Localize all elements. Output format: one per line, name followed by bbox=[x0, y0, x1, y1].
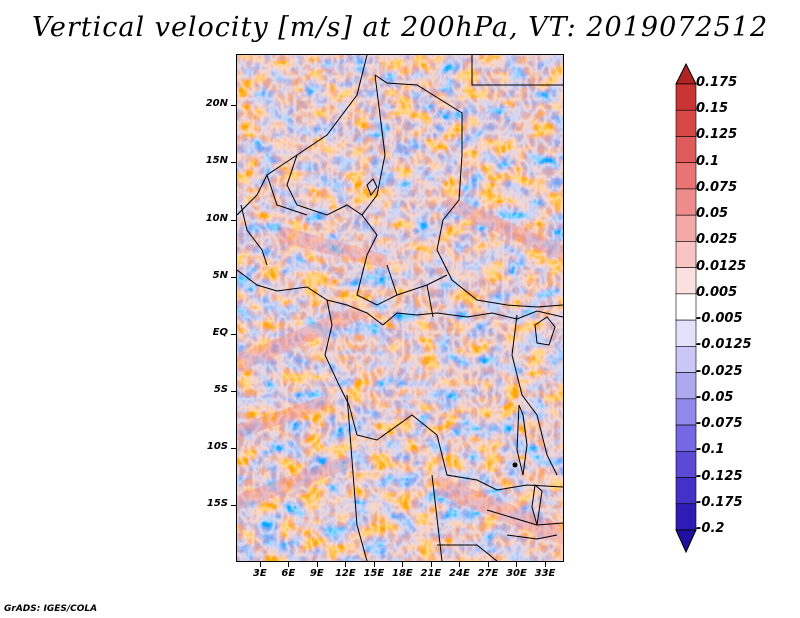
lon-tick-label: 12E bbox=[334, 568, 356, 579]
chart-title: Vertical velocity [m/s] at 200hPa, VT: 2… bbox=[31, 12, 769, 43]
colorbar-bin bbox=[675, 503, 697, 531]
lon-tick bbox=[316, 562, 318, 567]
lon-tick bbox=[487, 562, 489, 567]
colorbar-bin bbox=[675, 136, 697, 164]
colorbar-bin bbox=[675, 188, 697, 216]
colorbar-level-label: -0.025 bbox=[696, 363, 743, 379]
map-panel bbox=[236, 54, 564, 562]
colorbar-level-label: -0.1 bbox=[696, 442, 725, 458]
lon-tick bbox=[544, 562, 546, 567]
lat-tick-label: 15S bbox=[206, 497, 228, 509]
colorbar-bin bbox=[675, 162, 697, 190]
colorbar-bin bbox=[675, 450, 697, 478]
lon-tick-label: 6E bbox=[281, 568, 296, 579]
colorbar-level-label: -0.0125 bbox=[696, 337, 752, 353]
colorbar-bin bbox=[675, 346, 697, 373]
colorbar-level-label: 0.075 bbox=[696, 179, 738, 195]
lon-tick bbox=[345, 562, 347, 567]
lat-tick bbox=[231, 504, 236, 506]
lon-tick-label: 30E bbox=[506, 568, 527, 579]
colorbar-level-label: -0.05 bbox=[696, 389, 734, 405]
lon-tick-label: 18E bbox=[392, 568, 413, 579]
colorbar-bin bbox=[675, 214, 697, 242]
lon-tick-label: 3E bbox=[252, 568, 267, 579]
field-highlights bbox=[237, 55, 563, 561]
colorbar-level-label: -0.075 bbox=[696, 416, 743, 432]
colorbar-level-label: 0.1 bbox=[696, 153, 720, 169]
lat-tick bbox=[231, 390, 236, 392]
colorbar-bin bbox=[675, 372, 697, 400]
colorbar-bin bbox=[675, 293, 697, 321]
colorbar-level-label: -0.2 bbox=[696, 521, 725, 536]
lon-tick bbox=[373, 562, 375, 567]
lat-tick-label: 10S bbox=[206, 440, 228, 452]
colorbar-level-label: 0.0125 bbox=[696, 258, 747, 274]
colorbar-level-label: 0.05 bbox=[696, 206, 729, 222]
lat-tick bbox=[231, 333, 236, 335]
colorbar-level-label: 0.15 bbox=[696, 101, 729, 117]
lat-tick-label: EQ bbox=[212, 326, 228, 338]
colorbar-level-label: -0.005 bbox=[696, 311, 743, 327]
lon-tick-label: 21E bbox=[420, 568, 442, 579]
credit-footer: GrADS: IGES/COLA bbox=[4, 604, 98, 614]
colorbar-bottom-arrow bbox=[675, 529, 697, 554]
colorbar-bin bbox=[675, 83, 697, 111]
country-borders bbox=[237, 55, 563, 561]
lat-tick bbox=[231, 276, 236, 278]
lon-tick bbox=[459, 562, 461, 567]
colorbar-top-arrow bbox=[675, 62, 697, 85]
lat-tick-label: 5S bbox=[213, 383, 228, 395]
lat-tick bbox=[231, 162, 236, 164]
colorbar-bin bbox=[675, 109, 697, 137]
colorbar-level-label: 0.125 bbox=[696, 127, 738, 143]
lon-tick bbox=[516, 562, 518, 567]
colorbar-bin bbox=[675, 477, 697, 505]
lon-tick bbox=[288, 562, 290, 567]
lon-tick bbox=[402, 562, 404, 567]
colorbar-bin bbox=[675, 319, 697, 347]
colorbar-level-label: 0.175 bbox=[696, 75, 738, 90]
colorbar-level-label: -0.175 bbox=[696, 494, 743, 510]
colorbar-level-label: 0.005 bbox=[696, 284, 738, 300]
lat-tick bbox=[231, 219, 236, 221]
lon-tick-label: 33E bbox=[534, 568, 556, 579]
lat-tick bbox=[231, 447, 236, 449]
lat-tick-label: 10N bbox=[205, 212, 228, 224]
lon-tick-label: 24E bbox=[449, 568, 470, 579]
colorbar-bin bbox=[675, 267, 697, 295]
colorbar-level-label: -0.125 bbox=[696, 468, 743, 484]
lon-tick-label: 27E bbox=[477, 568, 499, 579]
colorbar-bin bbox=[675, 398, 697, 426]
lat-tick bbox=[231, 105, 236, 107]
field-bands bbox=[237, 195, 563, 545]
lon-tick-label: 15E bbox=[363, 568, 385, 579]
lat-tick-label: 20N bbox=[205, 98, 228, 110]
vertical-velocity-field bbox=[237, 55, 563, 561]
lat-tick-label: 15N bbox=[205, 155, 228, 167]
lat-tick-label: 5N bbox=[212, 269, 228, 281]
lakes bbox=[366, 178, 556, 526]
lon-tick-label: 9E bbox=[309, 568, 324, 579]
colorbar bbox=[675, 62, 697, 554]
lon-tick bbox=[259, 562, 261, 567]
colorbar-bin bbox=[675, 424, 697, 452]
colorbar-level-label: 0.025 bbox=[696, 232, 738, 248]
colorbar-bin bbox=[675, 241, 697, 268]
lon-tick bbox=[430, 562, 432, 567]
